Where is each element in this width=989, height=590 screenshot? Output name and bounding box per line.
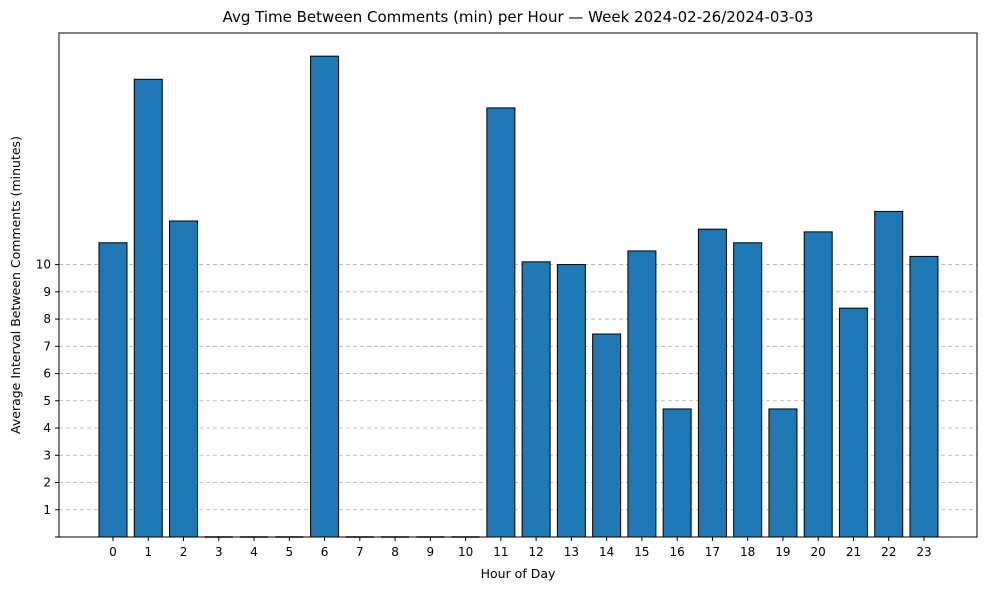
x-tick-label: 13 — [564, 545, 579, 559]
x-tick-label: 14 — [599, 545, 614, 559]
x-tick-label: 22 — [881, 545, 896, 559]
x-axis-label: Hour of Day — [481, 566, 556, 581]
x-tick-label: 21 — [846, 545, 861, 559]
y-tick-label: 2 — [43, 476, 51, 490]
x-tick-label: 23 — [916, 545, 931, 559]
y-tick-label: 4 — [43, 421, 51, 435]
y-tick-label: 10 — [36, 258, 51, 272]
x-tick-label: 9 — [427, 545, 435, 559]
bar-hour-18 — [733, 242, 763, 538]
bar-hour-1 — [133, 78, 163, 538]
bar-hour-2 — [169, 220, 199, 538]
y-axis-label: Average Interval Between Comments (minut… — [8, 136, 23, 434]
x-tick-label: 10 — [458, 545, 473, 559]
y-tick-label: 1 — [43, 503, 51, 517]
bar-hour-20 — [803, 231, 833, 538]
x-tick-label: 1 — [144, 545, 152, 559]
x-tick-label: 8 — [391, 545, 399, 559]
y-tick-label: 7 — [43, 339, 51, 353]
bar-hour-19 — [768, 408, 798, 538]
y-axis-ticks: 1 2 3 4 5 6 7 8 9 10 — [36, 258, 59, 538]
x-tick-label: 4 — [250, 545, 258, 559]
bar-hour-16 — [662, 408, 692, 538]
bar-hour-21 — [838, 307, 868, 538]
x-axis-ticks: 0 1 2 3 4 5 6 7 8 9 10 11 12 13 14 15 16 17 18 19 20 21 22 23 — [109, 537, 932, 559]
x-tick-label: 12 — [528, 545, 543, 559]
x-tick-label: 6 — [321, 545, 329, 559]
bar-hour-12 — [521, 261, 551, 538]
x-tick-label: 20 — [811, 545, 826, 559]
x-tick-label: 15 — [634, 545, 649, 559]
x-tick-label: 2 — [180, 545, 188, 559]
bar-hour-22 — [874, 210, 904, 538]
bar-hour-11 — [486, 107, 516, 538]
y-tick-label: 6 — [43, 367, 51, 381]
chart-title: Avg Time Between Comments (min) per Hour… — [223, 8, 814, 26]
x-tick-label: 17 — [705, 545, 720, 559]
y-tick-label: 8 — [43, 312, 51, 326]
x-tick-label: 11 — [493, 545, 508, 559]
bar-hour-6 — [310, 55, 340, 538]
plot-frame — [58, 32, 978, 538]
bar-hour-13 — [556, 264, 586, 538]
bar-hour-17 — [697, 228, 727, 538]
bar-hour-0 — [98, 242, 128, 538]
y-tick-label: 3 — [43, 448, 51, 462]
y-tick-label: 5 — [43, 394, 51, 408]
x-tick-label: 0 — [109, 545, 117, 559]
x-tick-label: 3 — [215, 545, 223, 559]
bar-hour-15 — [627, 250, 657, 538]
bar-hour-14 — [592, 333, 622, 538]
x-tick-label: 16 — [670, 545, 685, 559]
x-tick-label: 18 — [740, 545, 755, 559]
y-tick-label: 9 — [43, 285, 51, 299]
bar-hour-23 — [909, 255, 939, 538]
x-tick-label: 19 — [775, 545, 790, 559]
bars — [98, 55, 939, 538]
x-tick-label: 7 — [356, 545, 364, 559]
x-tick-label: 5 — [285, 545, 293, 559]
